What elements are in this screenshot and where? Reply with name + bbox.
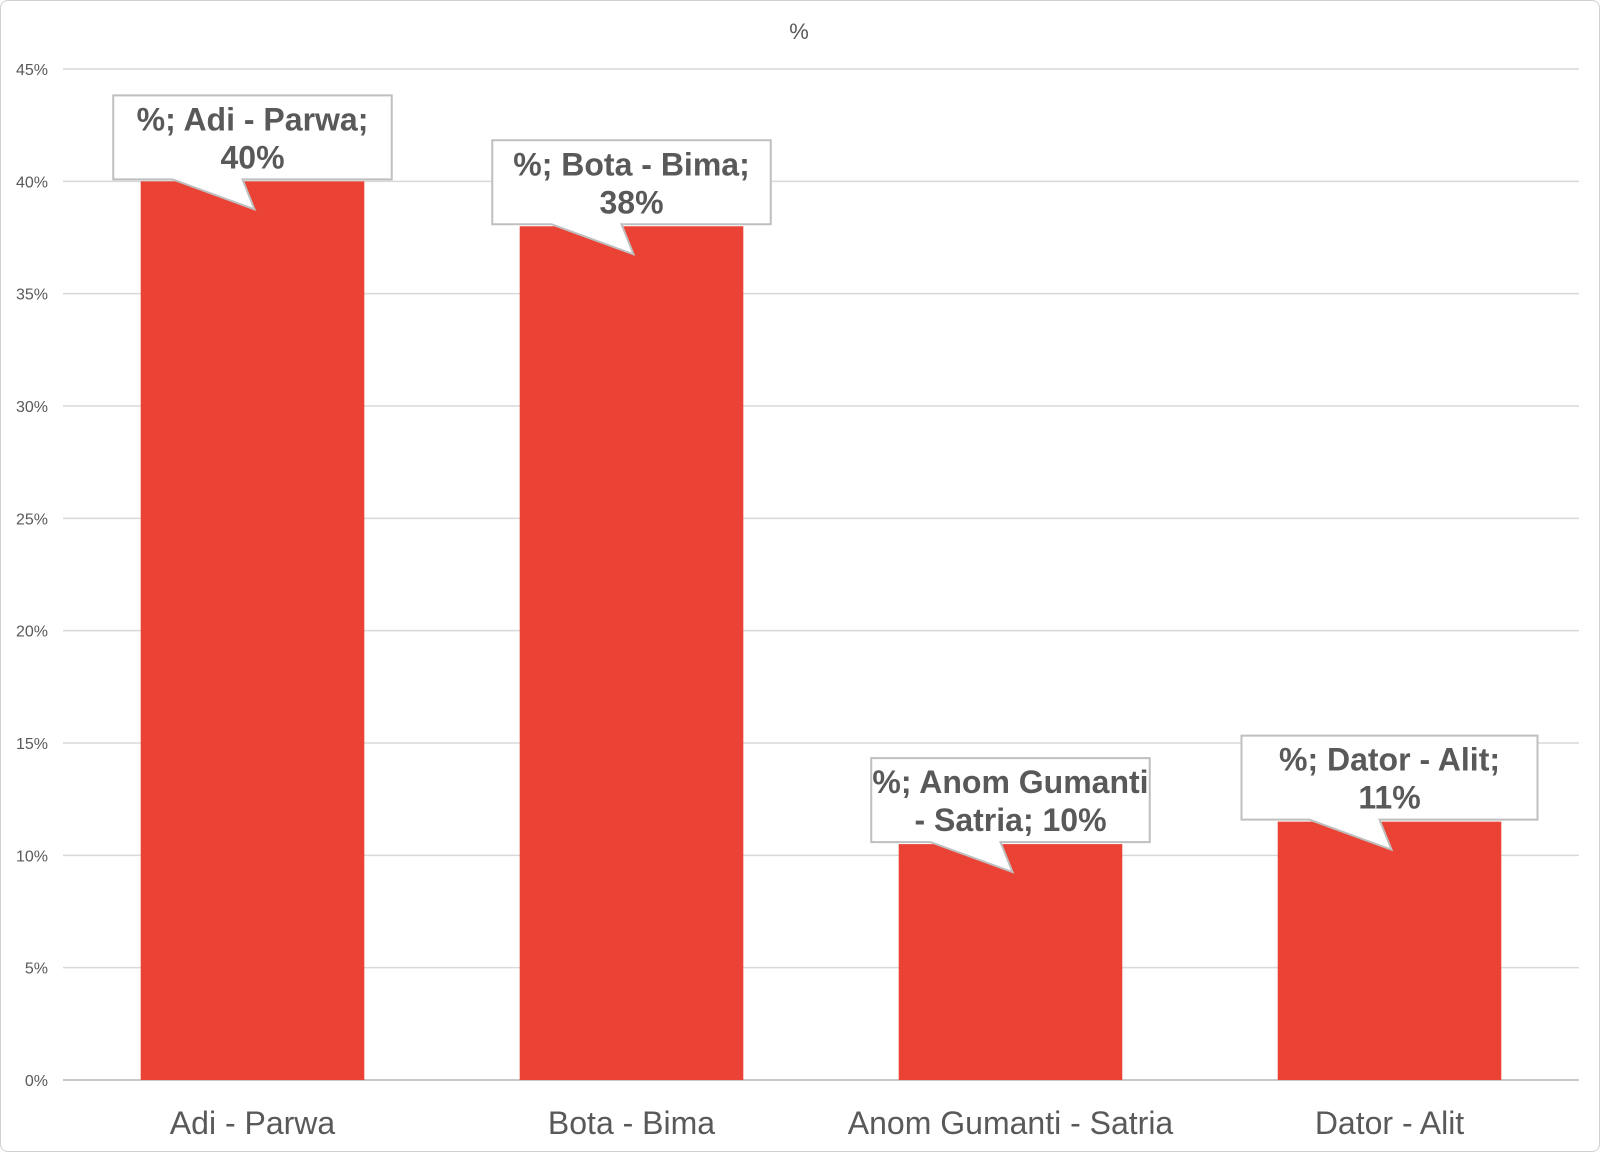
data-label: %; Anom Gumanti <box>872 764 1148 800</box>
x-tick-label: Adi - Parwa <box>170 1105 336 1141</box>
data-label: - Satria; 10% <box>914 802 1106 838</box>
data-label-box <box>870 757 1151 874</box>
x-tick-label: Bota - Bima <box>548 1105 715 1141</box>
data-label-callout: %; Dator - Alit;11% <box>1240 734 1539 852</box>
y-tick-label: 30% <box>16 399 48 416</box>
bar <box>519 226 744 1080</box>
data-label: 38% <box>599 184 663 220</box>
bar <box>898 844 1123 1080</box>
data-label: %; Bota - Bima; <box>513 146 749 182</box>
y-tick-label: 10% <box>16 848 48 865</box>
data-label-box <box>1240 734 1539 852</box>
y-tick-label: 20% <box>16 624 48 641</box>
data-label-box <box>112 94 393 212</box>
data-label: %; Adi - Parwa; <box>137 101 369 137</box>
y-tick-label: 35% <box>16 287 48 304</box>
data-label-callout: %; Adi - Parwa;40% <box>112 94 393 212</box>
y-tick-label: 25% <box>16 511 48 528</box>
chart-title: % <box>789 19 809 44</box>
bar <box>140 181 365 1081</box>
y-tick-label: 15% <box>16 736 48 753</box>
data-label-box <box>491 139 772 256</box>
data-label: %; Dator - Alit; <box>1279 742 1500 778</box>
data-label-callout: %; Bota - Bima;38% <box>491 139 772 256</box>
x-tick-label: Anom Gumanti - Satria <box>848 1105 1174 1141</box>
data-label-callout: %; Anom Gumanti- Satria; 10% <box>870 757 1151 874</box>
y-tick-label: 5% <box>25 961 48 978</box>
bar <box>1277 821 1502 1080</box>
data-label: 11% <box>1358 780 1420 816</box>
data-label: 40% <box>220 139 284 175</box>
y-tick-label: 40% <box>16 174 48 191</box>
x-tick-label: Dator - Alit <box>1315 1105 1464 1141</box>
y-tick-label: 0% <box>25 1073 48 1090</box>
y-tick-label: 45% <box>16 62 48 79</box>
